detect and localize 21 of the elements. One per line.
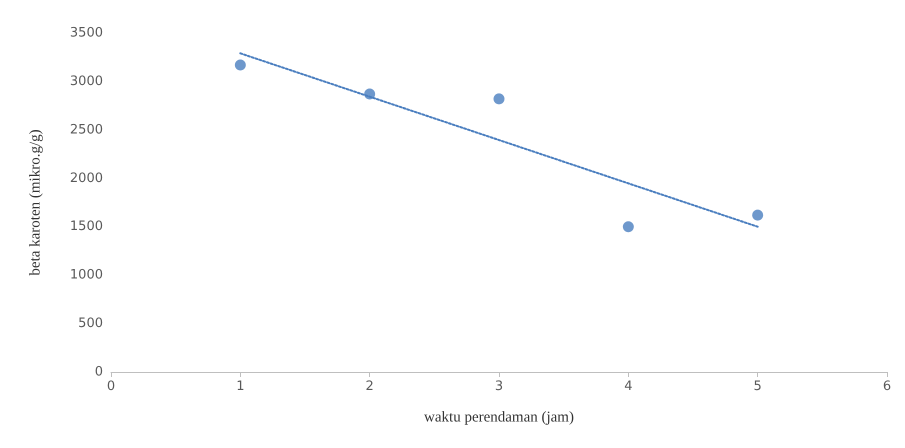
y-tick-label: 500 — [78, 316, 103, 332]
y-tick-label: 2000 — [70, 170, 103, 186]
y-axis-title: beta karoten (mikro.g/g) — [28, 129, 44, 276]
y-tick-label: 2500 — [70, 122, 103, 138]
point — [752, 210, 764, 221]
x-tick-label: 3 — [494, 379, 504, 394]
x-tick-label: 4 — [624, 379, 632, 394]
x-tick-label: 0 — [106, 379, 116, 394]
x-tick-label: 2 — [366, 379, 374, 394]
point — [234, 59, 246, 70]
y-tick-label: 1500 — [70, 219, 103, 234]
y-tick-label: 3500 — [70, 26, 103, 40]
y-tick-label: 0 — [94, 364, 103, 380]
x-tick-label: 5 — [754, 379, 762, 394]
point — [622, 221, 634, 232]
y-tick-label: 1000 — [70, 268, 103, 283]
x-axis-title: waktu perendaman (jam) — [424, 410, 574, 426]
y-tick-label: 3000 — [70, 74, 103, 89]
x-tick-label: 6 — [882, 379, 892, 394]
x-tick-label: 1 — [236, 379, 244, 394]
point — [494, 93, 504, 104]
